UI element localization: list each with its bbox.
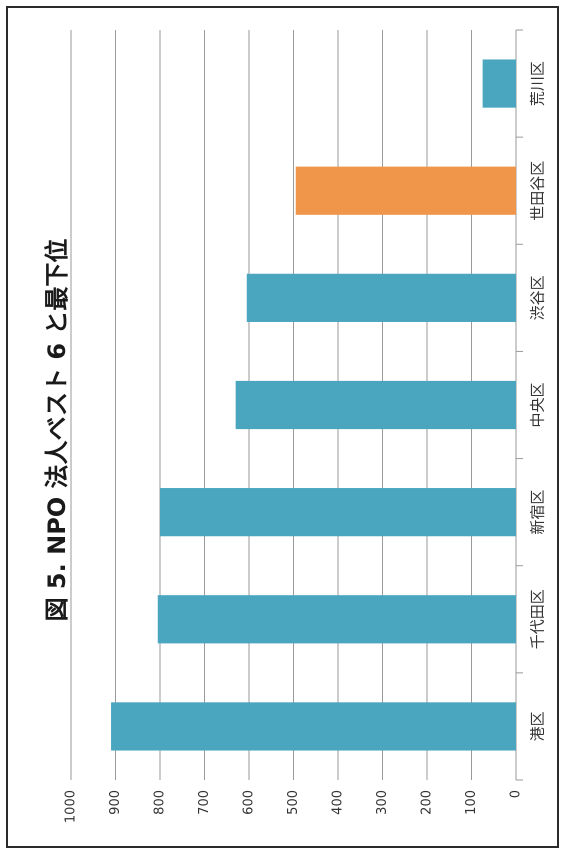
labels: 0 100 200 300 400 500 600 700 800 900 1000 港区 千代田区 新宿… <box>64 61 547 823</box>
value-tick-label-500: 500 <box>286 790 301 815</box>
bar-1 <box>111 702 517 751</box>
category-label-7: 荒川区 <box>529 61 547 106</box>
value-tick-label-700: 700 <box>197 790 212 815</box>
value-tick-label-100: 100 <box>464 790 479 815</box>
bar-6 <box>295 166 516 215</box>
bar-3 <box>160 488 516 537</box>
value-tick-label-200: 200 <box>420 790 435 815</box>
category-label-1: 港区 <box>529 711 547 741</box>
axes <box>515 29 523 781</box>
category-label-2: 千代田区 <box>529 589 547 649</box>
category-label-5: 渋谷区 <box>529 275 547 320</box>
value-tick-label-400: 400 <box>331 790 346 815</box>
bars <box>111 59 517 751</box>
chart-title: 図 5. NPO 法人ベスト 6 と最下位 <box>43 239 71 622</box>
value-tick-label-1000: 1000 <box>64 790 79 823</box>
value-tick-label-800: 800 <box>153 790 168 815</box>
bar-7 <box>482 59 516 108</box>
value-tick-label-0: 0 <box>509 790 524 798</box>
bar-2 <box>157 595 516 644</box>
value-tick-label-900: 900 <box>108 790 123 815</box>
bar-5 <box>246 273 516 322</box>
category-label-4: 中央区 <box>529 382 547 427</box>
value-tick-label-600: 600 <box>242 790 257 815</box>
category-label-6: 世田谷区 <box>529 161 547 221</box>
bar-4 <box>235 380 516 430</box>
category-label-3: 新宿区 <box>529 490 547 535</box>
value-tick-label-300: 300 <box>375 790 390 815</box>
